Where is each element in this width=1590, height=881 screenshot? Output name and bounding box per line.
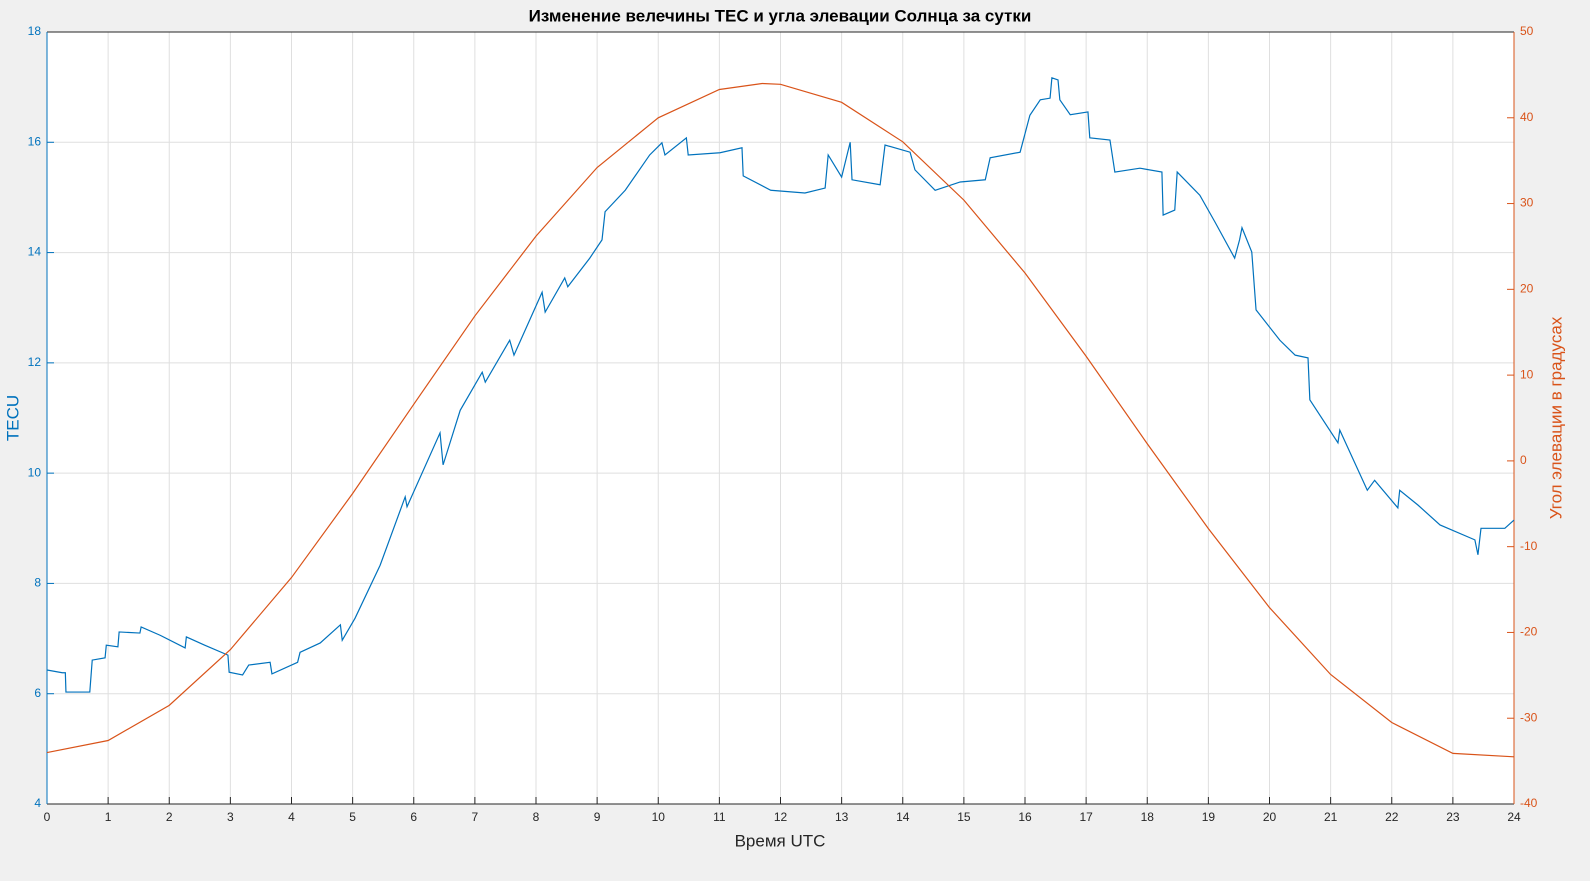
y-tick-label: 6 bbox=[34, 686, 41, 700]
y2-tick-label: 40 bbox=[1520, 110, 1534, 124]
y2-tick-label: 30 bbox=[1520, 196, 1534, 210]
x-tick-label: 5 bbox=[349, 810, 356, 824]
y2-tick-label: 0 bbox=[1520, 453, 1527, 467]
y-tick-label: 12 bbox=[28, 355, 42, 369]
x-tick-label: 11 bbox=[713, 810, 726, 824]
y-tick-label: 10 bbox=[28, 465, 42, 479]
x-tick-label: 4 bbox=[288, 810, 295, 824]
y-tick-label: 14 bbox=[28, 245, 42, 259]
x-tick-label: 12 bbox=[774, 810, 788, 824]
y-tick-label: 4 bbox=[34, 796, 41, 810]
x-tick-label: 7 bbox=[472, 810, 479, 824]
y-axis-label: TECU bbox=[3, 395, 22, 441]
x-tick-label: 21 bbox=[1324, 810, 1338, 824]
x-tick-label: 17 bbox=[1079, 810, 1093, 824]
y-tick-label: 16 bbox=[28, 134, 42, 148]
x-axis-label: Время UTC bbox=[735, 831, 826, 850]
y2-axis-label: Угол элевации в градусах bbox=[1546, 316, 1565, 519]
x-tick-label: 19 bbox=[1202, 810, 1216, 824]
x-tick-label: 23 bbox=[1446, 810, 1460, 824]
x-tick-label: 10 bbox=[652, 810, 666, 824]
x-tick-label: 24 bbox=[1507, 810, 1521, 824]
x-tick-label: 2 bbox=[166, 810, 173, 824]
y2-tick-label: -20 bbox=[1520, 625, 1538, 639]
y2-tick-label: -10 bbox=[1520, 539, 1538, 553]
y2-tick-label: 10 bbox=[1520, 367, 1534, 381]
x-tick-label: 16 bbox=[1018, 810, 1032, 824]
x-tick-label: 13 bbox=[835, 810, 849, 824]
chart-title: Изменение велечины TEC и угла элевации С… bbox=[529, 6, 1032, 25]
y2-tick-label: -30 bbox=[1520, 710, 1538, 724]
x-tick-label: 14 bbox=[896, 810, 910, 824]
y2-tick-label: 20 bbox=[1520, 282, 1534, 296]
x-tick-label: 6 bbox=[410, 810, 417, 824]
data-line bbox=[46, 76, 1515, 693]
y-tick-label: 8 bbox=[34, 576, 41, 590]
y2-tick-label: 50 bbox=[1520, 24, 1534, 38]
x-tick-label: 18 bbox=[1141, 810, 1155, 824]
x-tick-label: 22 bbox=[1385, 810, 1399, 824]
data-line bbox=[46, 82, 1515, 758]
y-tick-label: 18 bbox=[28, 24, 42, 38]
x-tick-label: 20 bbox=[1263, 810, 1277, 824]
x-tick-label: 8 bbox=[533, 810, 540, 824]
x-tick-label: 9 bbox=[594, 810, 601, 824]
x-tick-label: 15 bbox=[957, 810, 971, 824]
x-tick-label: 0 bbox=[44, 810, 51, 824]
x-tick-label: 1 bbox=[105, 810, 112, 824]
x-tick-label: 3 bbox=[227, 810, 234, 824]
y2-tick-label: -40 bbox=[1520, 796, 1538, 810]
